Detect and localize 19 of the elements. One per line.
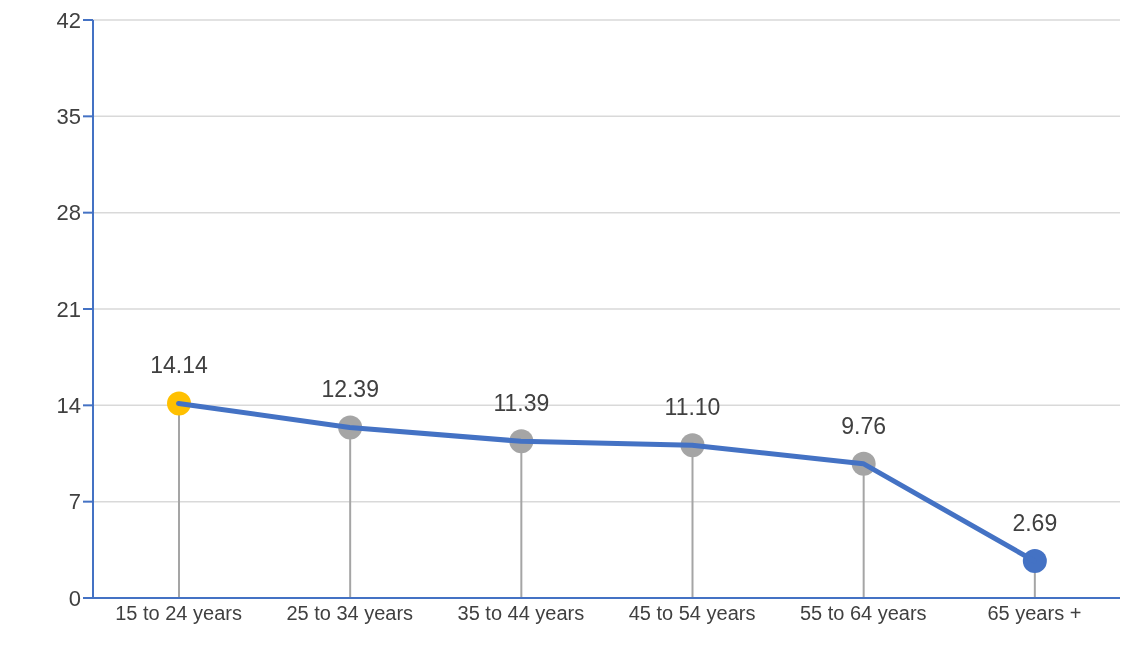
data-label: 11.10	[664, 394, 721, 421]
data-label: 9.76	[841, 412, 887, 439]
data-label: 11.39	[493, 390, 550, 417]
y-tick-label: 0	[68, 585, 81, 611]
data-label: 2.69	[1012, 509, 1058, 536]
x-tick-label: 35 to 44 years	[457, 602, 585, 625]
data-label: 14.14	[150, 352, 208, 379]
y-tick-label: 35	[56, 104, 81, 130]
x-tick-label: 55 to 64 years	[799, 602, 927, 625]
y-tick-label: 14	[56, 393, 81, 419]
x-tick-label: 65 years +	[987, 602, 1082, 625]
data-label: 12.39	[321, 376, 379, 403]
y-tick-label: 21	[56, 296, 81, 322]
x-tick-label: 25 to 34 years	[286, 602, 414, 625]
x-tick-label: 45 to 54 years	[628, 602, 756, 625]
y-tick-label: 28	[56, 200, 81, 226]
y-tick-label: 7	[68, 489, 81, 515]
y-tick-label: 42	[56, 7, 81, 33]
x-tick-label: 15 to 24 years	[115, 602, 242, 625]
